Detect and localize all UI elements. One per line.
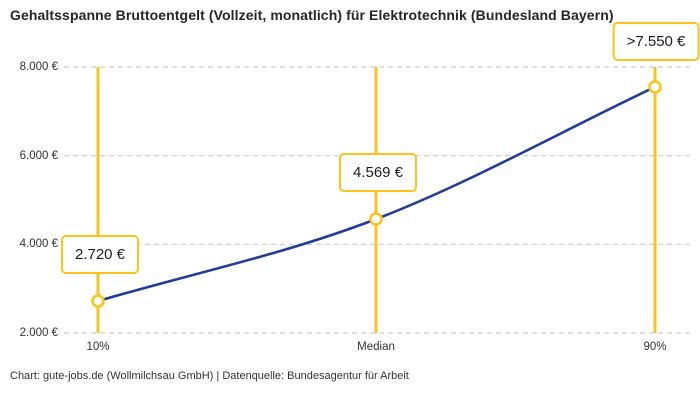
data-point-10% [91, 294, 105, 308]
x-tick-10pct: 10% [86, 341, 110, 353]
data-point-90% [648, 80, 662, 94]
value-callout-10pct: 2.720 € [60, 235, 140, 274]
x-tick-90pct: 90% [643, 341, 667, 353]
value-callout-90pct: >7.550 € [612, 22, 700, 61]
y-tick-2000: 2.000 € [19, 327, 58, 339]
page-title: Gehaltsspanne Bruttoentgelt (Vollzeit, m… [10, 7, 614, 23]
y-tick-6000: 6.000 € [19, 150, 58, 162]
y-tick-8000: 8.000 € [19, 61, 58, 73]
value-callout-median: 4.569 € [338, 153, 418, 192]
data-point-Median [369, 212, 383, 226]
chart-source-credit: Chart: gute-jobs.de (Wollmilchsau GmbH) … [10, 370, 409, 382]
x-tick-median: Median [357, 341, 395, 353]
y-tick-4000: 4.000 € [19, 238, 58, 250]
